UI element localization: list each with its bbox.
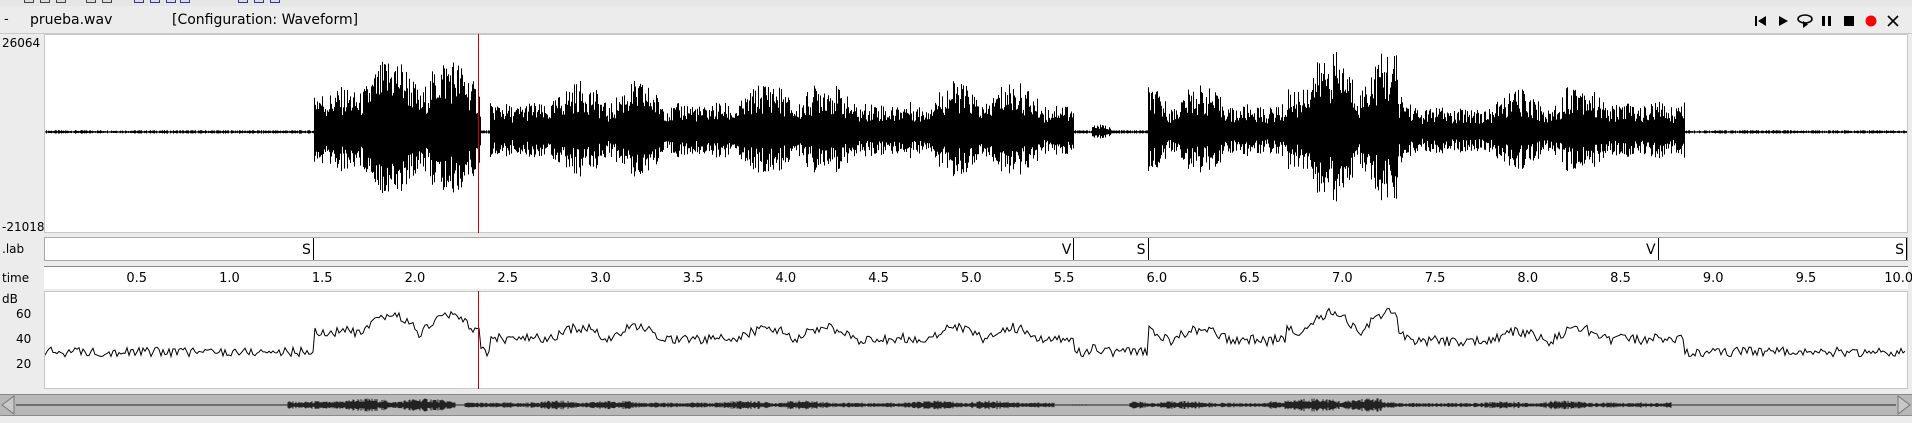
label-mark-text: V (1061, 242, 1072, 258)
time-axis-name: time (2, 271, 30, 285)
waveform-plot (45, 52, 1907, 202)
label-mark-text: S (1895, 242, 1904, 258)
save-file-icon[interactable] (56, 0, 66, 3)
view-title-bar: - prueba.wav [Configuration: Waveform] (0, 7, 1912, 34)
time-tick-label: 1.0 (219, 271, 240, 286)
label-lane-name: .lab (2, 242, 25, 256)
time-tick-label: 8.0 (1517, 271, 1539, 286)
copy-icon[interactable] (180, 0, 190, 3)
label-mark-boundary[interactable] (1906, 238, 1907, 260)
playback-cursor-energy[interactable] (478, 291, 479, 389)
time-tick-label: 9.0 (1702, 271, 1724, 286)
time-tick-label: 5.5 (1053, 271, 1075, 286)
waveform-trace (45, 52, 1907, 202)
time-tick-label: 3.5 (682, 271, 704, 286)
energy-panel[interactable] (44, 291, 1908, 389)
label-mark-boundary[interactable] (1073, 238, 1075, 260)
pause-icon[interactable] (1818, 13, 1836, 29)
energy-tick-40: 40 (16, 332, 32, 346)
undo-icon[interactable] (134, 0, 144, 3)
waveform-max-label: 26064 (2, 36, 41, 50)
time-tick-label: 7.0 (1331, 271, 1353, 286)
time-tick-label: 7.5 (1424, 271, 1446, 286)
time-tick-label: 4.5 (868, 271, 889, 286)
toolbar-strip (0, 0, 1912, 6)
time-tick-label: 6.0 (1146, 271, 1168, 286)
waveform-min-label: -21018 (2, 220, 45, 234)
open-file-icon[interactable] (40, 0, 50, 3)
playback-cursor-waveform[interactable] (478, 34, 479, 233)
label-mark-text: V (1646, 242, 1656, 258)
zoom-fit-icon[interactable] (270, 0, 280, 3)
time-tick-label: 2.5 (497, 271, 519, 286)
new-file-icon[interactable] (24, 0, 34, 3)
time-tick-label: 6.5 (1239, 271, 1260, 286)
record-icon[interactable] (1862, 13, 1880, 29)
scroll-right-arrow-icon[interactable] (1897, 395, 1911, 415)
loop-play-icon[interactable] (1796, 13, 1814, 29)
time-tick-label: 5.0 (961, 271, 982, 286)
scroll-left-arrow-icon[interactable] (1, 395, 15, 415)
label-mark-text: S (302, 242, 311, 258)
energy-curve (45, 307, 1906, 359)
time-tick-label: 8.5 (1610, 271, 1631, 286)
play-icon[interactable] (1774, 13, 1792, 29)
label-mark-boundary[interactable] (1657, 238, 1659, 260)
close-icon[interactable] (1884, 13, 1902, 29)
file-name: prueba.wav (30, 12, 113, 28)
zoom-in-icon[interactable] (238, 0, 248, 3)
time-tick-label: 1.5 (311, 271, 333, 286)
print-icon[interactable] (86, 0, 96, 3)
time-tick-label: 2.0 (404, 271, 426, 286)
energy-tick-20: 20 (16, 357, 32, 371)
time-tick-label: 4.0 (775, 271, 797, 286)
print-preview-icon[interactable] (102, 0, 112, 3)
time-tick-label: 10.0 (1884, 271, 1912, 286)
skip-to-start-icon[interactable] (1752, 13, 1770, 29)
time-tick-label: 9.5 (1795, 271, 1817, 286)
redo-icon[interactable] (150, 0, 160, 3)
zoom-out-icon[interactable] (254, 0, 264, 3)
time-tick-label: 3.0 (590, 271, 611, 286)
label-mark-boundary[interactable] (1147, 238, 1149, 260)
label-mark-boundary[interactable] (312, 238, 314, 260)
overview-scrollbar[interactable] (0, 394, 1912, 416)
energy-unit-label: dB (2, 292, 18, 306)
label-lane-panel[interactable] (44, 237, 1908, 261)
overview-waveform (15, 398, 1896, 412)
energy-tick-60: 60 (16, 307, 32, 321)
cut-icon[interactable] (166, 0, 176, 3)
configuration-label: [Configuration: Waveform] (172, 12, 359, 28)
label-mark-text: S (1136, 242, 1146, 258)
waveform-panel[interactable] (44, 34, 1908, 233)
time-axis-panel (44, 266, 1908, 289)
time-tick-label: 0.5 (126, 271, 148, 286)
window-menu-dash[interactable]: - (4, 12, 9, 27)
stop-icon[interactable] (1840, 13, 1858, 29)
energy-trace (45, 307, 1906, 359)
